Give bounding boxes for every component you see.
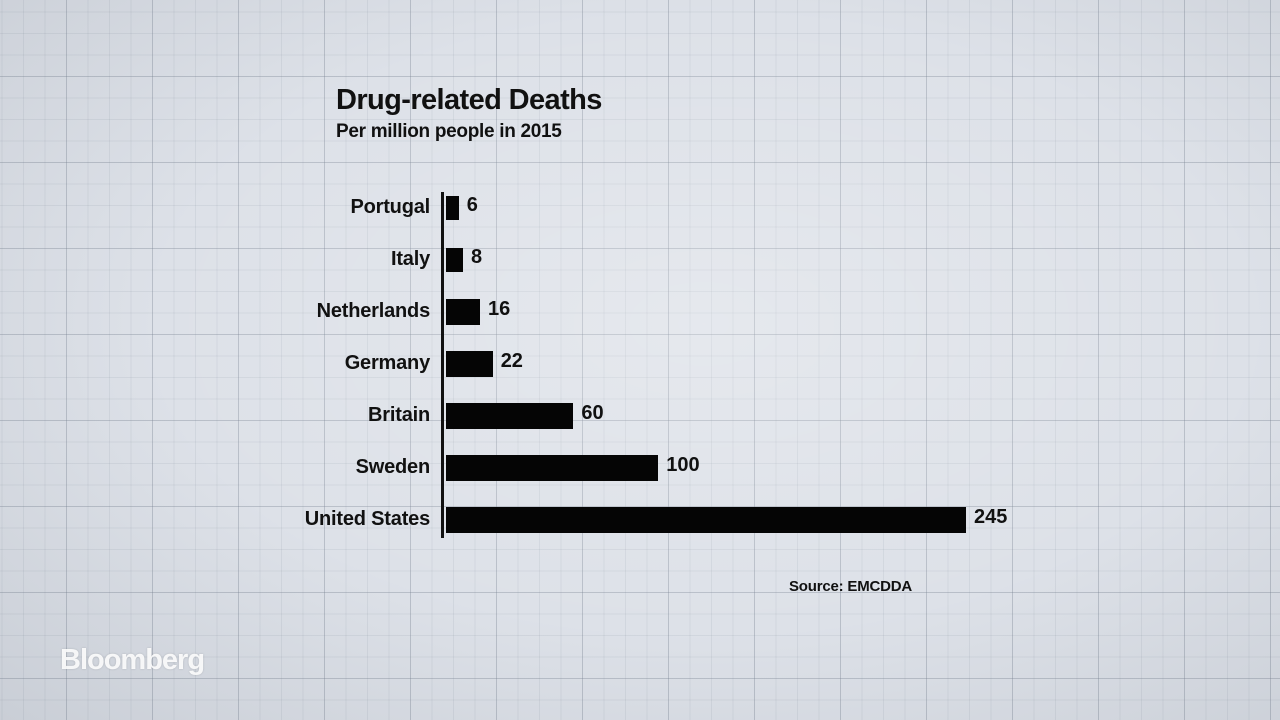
chart-title: Drug-related Deaths bbox=[336, 84, 602, 116]
bar bbox=[446, 507, 966, 533]
bar bbox=[446, 248, 463, 272]
value-label: 16 bbox=[487, 298, 511, 320]
category-label: Sweden bbox=[355, 456, 431, 478]
category-label: Italy bbox=[390, 248, 430, 270]
bar bbox=[446, 351, 493, 377]
chart-subtitle: Per million people in 2015 bbox=[336, 121, 562, 142]
category-label: Portugal bbox=[350, 196, 430, 218]
bar bbox=[446, 403, 574, 429]
bloomberg-logo: Bloomberg bbox=[60, 644, 205, 676]
value-label: 245 bbox=[974, 506, 1008, 528]
value-label: 6 bbox=[466, 194, 478, 216]
value-label: 100 bbox=[666, 454, 700, 476]
value-label: 60 bbox=[581, 402, 604, 424]
y-axis-line bbox=[441, 192, 444, 538]
category-label: Britain bbox=[368, 404, 430, 426]
bar bbox=[446, 196, 459, 220]
source-note: Source: EMCDDA bbox=[789, 578, 913, 595]
category-label: Netherlands bbox=[316, 300, 431, 322]
bar bbox=[446, 299, 480, 325]
bar bbox=[446, 455, 659, 481]
category-label: United States bbox=[304, 508, 430, 530]
value-label: 22 bbox=[500, 350, 523, 372]
category-label: Germany bbox=[344, 352, 431, 374]
value-label: 8 bbox=[470, 246, 483, 268]
